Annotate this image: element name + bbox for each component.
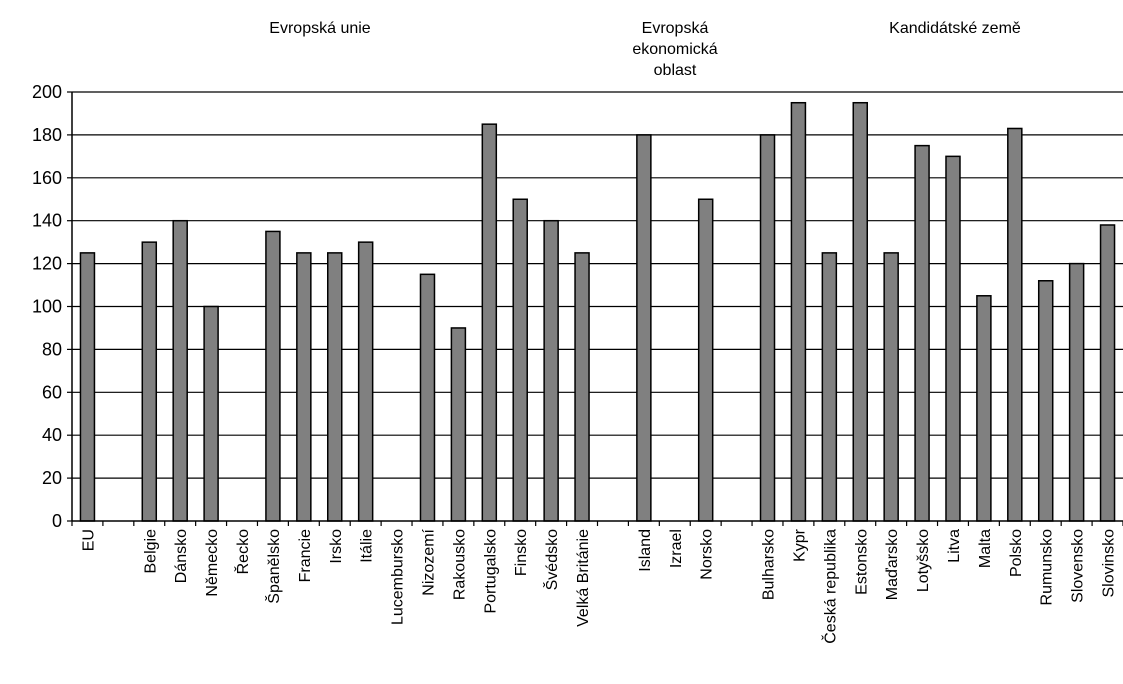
x-tick-label: Malta	[977, 529, 994, 568]
bar-4	[203, 305, 219, 522]
x-tick-label: Polsko	[1008, 529, 1025, 577]
x-tick-label: Slovinsko	[1101, 529, 1118, 598]
y-tick-label: 60	[42, 382, 62, 402]
bar-6	[265, 230, 281, 522]
x-tick-label: Belgie	[142, 529, 159, 574]
x-tick-label: Slovensko	[1070, 529, 1087, 603]
bar-0	[79, 252, 96, 522]
bar-14	[512, 198, 528, 522]
x-tick-label: Dánsko	[173, 529, 190, 583]
bar-29	[976, 295, 992, 522]
x-tick-label: Kypr	[791, 528, 808, 562]
bar-18	[636, 134, 652, 522]
bar-26	[883, 252, 899, 522]
x-axis-ticks: EU Belgie Dánsko Německo Řecko Španělsko Franc…	[71, 521, 1123, 644]
x-tick-label: Velká Británie	[575, 529, 592, 627]
y-tick-label: 40	[42, 425, 62, 445]
bar-11	[419, 273, 436, 522]
x-tick-label: Bulharsko	[761, 529, 778, 600]
bar-23	[790, 101, 807, 522]
bar-22	[759, 134, 776, 522]
y-axis-ticks: 0 20 40 60 80 100 120 140 160 180 200	[32, 82, 72, 531]
bar-13	[481, 123, 498, 522]
x-tick-label: Česká republika	[820, 529, 839, 644]
bar-33	[1099, 224, 1116, 522]
y-tick-label: 80	[42, 339, 62, 359]
bar-24	[821, 252, 838, 522]
x-tick-label: Portugalsko	[482, 529, 499, 614]
bar-7	[296, 252, 312, 522]
x-tick-label: EU	[80, 529, 97, 551]
x-tick-label: Itálie	[359, 529, 376, 563]
y-tick-label: 160	[32, 168, 62, 188]
y-tick-label: 140	[32, 211, 62, 231]
x-tick-label: Řecko	[233, 529, 252, 574]
x-tick-label: Maďarsko	[884, 529, 901, 600]
y-tick-label: 180	[32, 125, 62, 145]
x-tick-label: Lucembursko	[390, 529, 407, 625]
x-tick-label: Island	[637, 529, 654, 572]
x-tick-label: Rakousko	[451, 529, 468, 600]
y-tick-label: 120	[32, 254, 62, 274]
group-label-eea: Evropská ekonomická oblast	[632, 20, 718, 79]
bars	[79, 101, 1116, 522]
group-label-candidates: Kandidátské země	[889, 20, 1021, 37]
bar-3	[172, 219, 188, 522]
x-tick-label: Švédsko	[542, 529, 561, 590]
x-tick-label: Estonsko	[853, 529, 870, 595]
bar-2	[141, 241, 158, 522]
bar-16	[574, 252, 590, 522]
x-tick-label: Litva	[946, 529, 963, 563]
x-tick-label: Irsko	[328, 529, 345, 564]
bar-25	[852, 101, 868, 522]
x-tick-label: Lotyšsko	[915, 529, 932, 592]
y-tick-label: 100	[32, 297, 62, 317]
bar-30	[1007, 127, 1023, 522]
y-tick-label: 200	[32, 82, 62, 102]
bar-8	[327, 252, 343, 522]
y-tick-label: 20	[42, 468, 62, 488]
bar-9	[357, 241, 374, 522]
x-tick-label: Německo	[204, 529, 221, 597]
bar-12	[450, 327, 467, 522]
bar-15	[543, 219, 559, 522]
bar-32	[1068, 262, 1085, 522]
gridlines	[72, 91, 1123, 479]
bar-31	[1037, 280, 1054, 522]
y-tick-label: 0	[52, 511, 62, 531]
x-tick-label: Francie	[297, 529, 314, 582]
x-tick-label: Nizozemí	[420, 528, 437, 595]
x-tick-label: Španělsko	[264, 529, 283, 604]
group-label-eu: Evropská unie	[269, 20, 371, 37]
x-tick-label: Finsko	[513, 529, 530, 576]
x-tick-label: Norsko	[699, 529, 716, 580]
bar-27	[914, 144, 930, 522]
bar-20	[697, 198, 714, 522]
bar-28	[945, 155, 961, 522]
x-tick-label: Izrael	[668, 529, 685, 568]
x-tick-label: Rumunsko	[1039, 529, 1056, 606]
